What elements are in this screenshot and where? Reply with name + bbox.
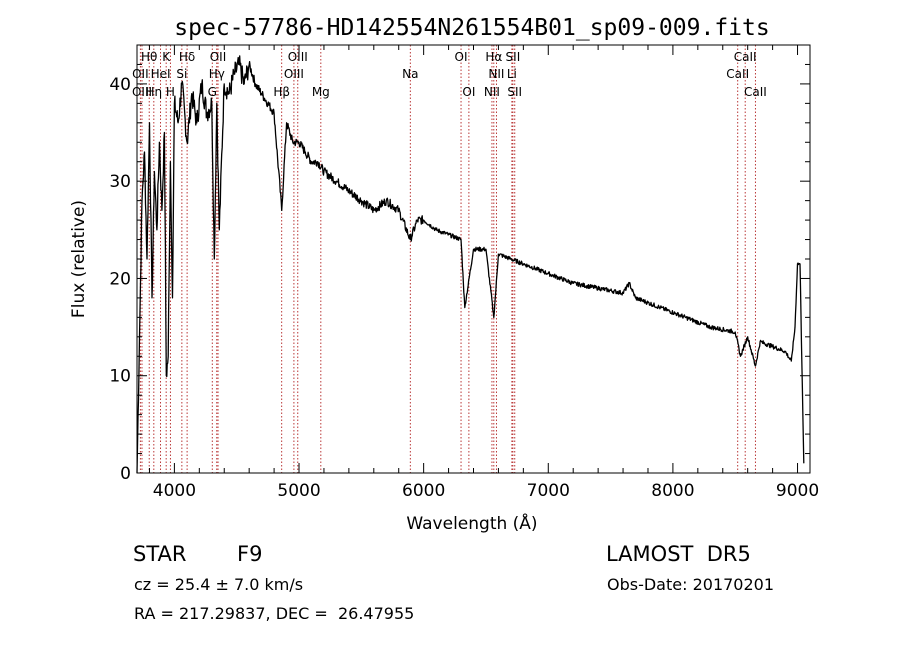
y-axis-label: Flux (relative) — [69, 200, 89, 318]
redshift-readout: cz = 25.4 ± 7.0 km/s — [134, 575, 304, 594]
marker-label-19: Hη — [146, 85, 163, 99]
marker-label-25: NII — [484, 85, 500, 99]
x-tick-label-0: 4000 — [153, 481, 196, 501]
spectral-line-markers — [139, 45, 756, 473]
marker-label-14: Na — [402, 67, 418, 81]
marker-label-3: OII — [210, 50, 227, 64]
marker-label-9: OII — [132, 67, 149, 81]
marker-label-11: Si — [176, 67, 187, 81]
x-axis-label: Wavelength (Å) — [406, 512, 537, 534]
y-tick-label-2: 20 — [109, 269, 131, 289]
coordinates-readout: RA = 217.29837, DEC = 26.47955 — [134, 604, 415, 623]
marker-label-10: HeI — [151, 67, 171, 81]
x-axis: 4000 5000 6000 7000 8000 9000 — [148, 45, 819, 501]
spectrum-chart: spec-57786-HD142554N261554B01_sp09-009.f… — [69, 15, 819, 534]
object-class: STAR — [133, 542, 187, 566]
marker-label-21: G — [208, 85, 217, 99]
marker-label-22: Hβ — [273, 85, 290, 99]
y-tick-label-1: 10 — [109, 367, 131, 387]
marker-label-7: SII — [506, 50, 521, 64]
y-tick-label-0: 0 — [120, 464, 131, 484]
marker-label-23: Mg — [312, 85, 330, 99]
marker-label-13: OIII — [284, 67, 304, 81]
x-tick-label-5: 9000 — [776, 481, 819, 501]
x-tick-label-4: 8000 — [651, 481, 694, 501]
observation-date: Obs-Date: 20170201 — [607, 575, 775, 594]
marker-label-2: Hδ — [179, 50, 195, 64]
marker-label-15: NII — [488, 67, 504, 81]
marker-label-20: H — [166, 85, 175, 99]
x-tick-label-1: 5000 — [277, 481, 320, 501]
chart-title: spec-57786-HD142554N261554B01_sp09-009.f… — [174, 15, 769, 41]
marker-label-27: CaII — [744, 85, 767, 99]
marker-label-0: Hθ — [141, 50, 157, 64]
marker-label-1: K — [162, 50, 171, 64]
survey-name: LAMOST DR5 — [606, 542, 751, 566]
x-tick-label-2: 6000 — [402, 481, 445, 501]
marker-label-5: OI — [455, 50, 468, 64]
marker-label-12: Hγ — [209, 67, 225, 81]
marker-label-16: Li — [507, 67, 517, 81]
marker-label-26: SII — [507, 85, 522, 99]
object-subclass: F9 — [237, 542, 263, 566]
y-tick-label-4: 40 — [109, 75, 131, 95]
marker-label-8: CaII — [734, 50, 757, 64]
y-tick-label-3: 30 — [109, 172, 131, 192]
x-tick-label-3: 7000 — [527, 481, 570, 501]
flux-series-line — [136, 55, 805, 474]
marker-label-17: CaII — [726, 67, 749, 81]
plot-frame — [136, 44, 811, 474]
y-axis: 0 10 20 30 40 — [109, 63, 810, 484]
marker-label-4: OIII — [288, 50, 308, 64]
marker-label-24: OI — [462, 85, 475, 99]
marker-label-6: Hα — [485, 50, 502, 64]
